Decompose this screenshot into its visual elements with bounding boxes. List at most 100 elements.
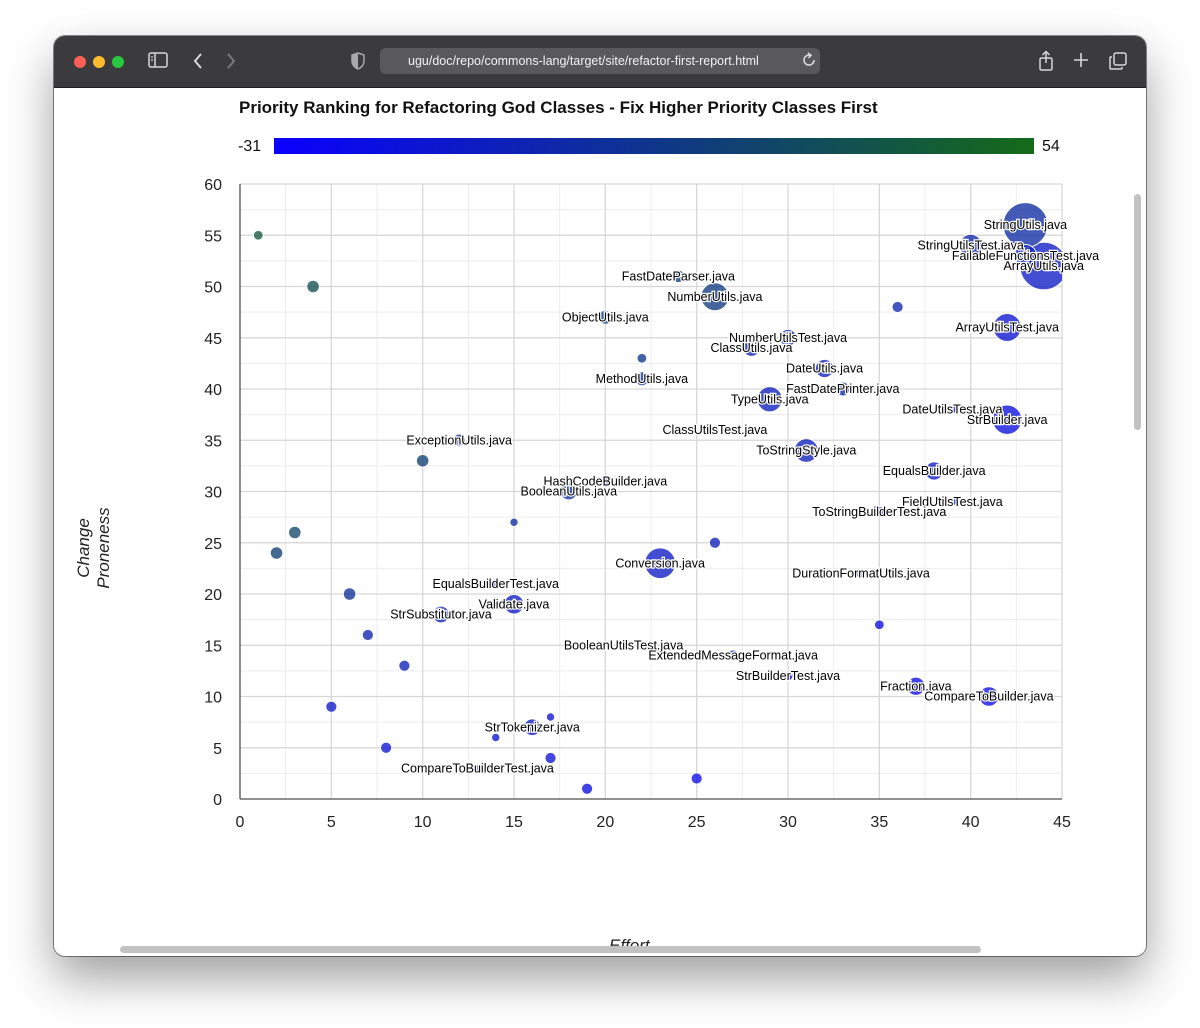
data-bubble (490, 578, 502, 590)
y-tick-label: 30 (204, 485, 222, 502)
data-bubble (671, 269, 686, 284)
data-label: HashCodeBuilder.java (543, 474, 667, 488)
data-label: BooleanUtilsTest.java (564, 638, 684, 652)
vertical-scroll-thumb[interactable] (1134, 194, 1141, 430)
data-label: ToStringBuilderTest.java (812, 505, 946, 519)
browser-toolbar: ugu/doc/repo/commons-lang/target/site/re… (54, 36, 1146, 88)
y-tick-label: 60 (204, 177, 222, 194)
data-label: FieldUtilsTest.java (902, 495, 1003, 509)
x-tick-label: 0 (236, 814, 245, 831)
data-label: FastDatePrinter.java (786, 382, 899, 396)
data-label: FailableFunctionsTest.java (952, 249, 1099, 263)
data-label: DurationFormatUtils.java (792, 567, 930, 581)
data-label: StrBuilderTest.java (736, 669, 840, 683)
data-bubble (855, 568, 867, 579)
data-label: ClassUtils.java (710, 341, 792, 355)
address-bar[interactable]: ugu/doc/repo/commons-lang/target/site/re… (380, 48, 820, 74)
data-label: NumberUtilsTest.java (729, 331, 847, 345)
horizontal-scroll-thumb[interactable] (120, 946, 981, 953)
close-window-button[interactable] (74, 56, 86, 68)
x-tick-label: 35 (870, 814, 888, 831)
data-label: StringUtils.java (984, 218, 1067, 232)
y-tick-label: 40 (204, 382, 222, 399)
data-bubble (891, 300, 904, 314)
reload-icon[interactable] (802, 52, 816, 68)
data-bubble (325, 700, 338, 713)
data-label: ExtendedMessageFormat.java (648, 649, 818, 663)
label-layer: StringUtils.java ArrayUtils.java StringUti… (389, 217, 1100, 777)
data-bubble (288, 525, 302, 540)
data-bubble (580, 782, 594, 795)
data-bubble (992, 313, 1022, 342)
data-bubble (503, 593, 525, 615)
data-bubble (978, 686, 1000, 707)
browser-window: ugu/doc/repo/commons-lang/target/site/re… (54, 36, 1146, 956)
y-tick-label: 55 (204, 228, 222, 245)
new-tab-icon[interactable] (1073, 52, 1089, 68)
data-label: EqualsBuilderTest.java (432, 577, 559, 591)
data-bubble (779, 328, 797, 347)
data-bubble (814, 358, 835, 379)
data-bubble (452, 433, 467, 448)
data-bubble (342, 587, 357, 601)
tabs-overview-icon[interactable] (1109, 52, 1127, 70)
data-label: ExceptionUtils.java (406, 433, 512, 447)
x-tick-label: 10 (414, 814, 432, 831)
scatter-plot: 0 5 10 15 20 25 30 35 40 45 0 5 10 15 20 25 30 35 40 45 50 55… (204, 177, 1100, 831)
color-legend-max: 54 (1042, 138, 1060, 155)
y-tick-label: 20 (204, 587, 222, 604)
x-tick-label: 40 (962, 814, 980, 831)
back-icon[interactable] (192, 52, 204, 70)
y-tick-label: 15 (204, 638, 222, 655)
data-label: ArrayUtilsTest.java (955, 321, 1059, 335)
data-bubble (636, 352, 648, 364)
data-bubble (947, 404, 958, 415)
data-bubble (708, 536, 722, 549)
data-bubble (599, 475, 611, 487)
data-label: ObjectUtils.java (562, 310, 649, 324)
color-legend-bar (274, 138, 1034, 154)
data-bubble (690, 772, 703, 785)
data-label: StrSubstitutor.java (390, 608, 491, 622)
data-label: ClassUtilsTest.java (662, 423, 767, 437)
data-bubble (306, 279, 320, 294)
data-bubble (644, 547, 677, 580)
data-label: DateUtils.java (786, 362, 863, 376)
data-label: DateUtilsTest.java (902, 403, 1002, 417)
url-text[interactable]: ugu/doc/repo/commons-lang/target/site/re… (408, 54, 759, 68)
x-tick-label: 20 (596, 814, 614, 831)
data-bubble (544, 751, 557, 765)
data-bubble (415, 453, 430, 468)
data-bubble (618, 640, 629, 650)
sidebar-icon[interactable] (148, 52, 168, 68)
forward-icon[interactable] (225, 52, 237, 70)
data-bubble (1013, 244, 1038, 268)
data-label: StringUtilsTest.java (918, 239, 1024, 253)
data-label: TypeUtils.java (731, 392, 809, 406)
data-bubble (992, 404, 1023, 435)
data-bubble (398, 659, 411, 672)
zoom-window-button[interactable] (112, 56, 124, 68)
data-bubble (523, 718, 542, 737)
data-bubble (742, 339, 761, 357)
y-tick-label: 10 (204, 690, 222, 707)
minimize-window-button[interactable] (93, 56, 105, 68)
y-tick-label: 5 (213, 741, 222, 758)
x-tick-label: 5 (327, 814, 336, 831)
data-bubble (509, 517, 519, 527)
data-bubble (710, 425, 720, 435)
data-bubble (947, 497, 958, 507)
data-bubble (269, 546, 284, 560)
share-icon[interactable] (1038, 50, 1054, 72)
y-tick-label: 0 (213, 792, 222, 809)
chart-title: Priority Ranking for Refactoring God Cla… (239, 98, 878, 117)
y-tick-label: 25 (204, 536, 222, 553)
data-label: ToStringStyle.java (756, 444, 856, 458)
data-bubble (782, 670, 794, 682)
color-legend-min: -31 (238, 138, 262, 155)
data-bubble (361, 628, 374, 642)
y-tick-label: 50 (204, 280, 222, 297)
data-label: CompareToBuilderTest.java (401, 761, 554, 775)
data-bubble (545, 712, 556, 722)
data-bubble (252, 229, 264, 241)
